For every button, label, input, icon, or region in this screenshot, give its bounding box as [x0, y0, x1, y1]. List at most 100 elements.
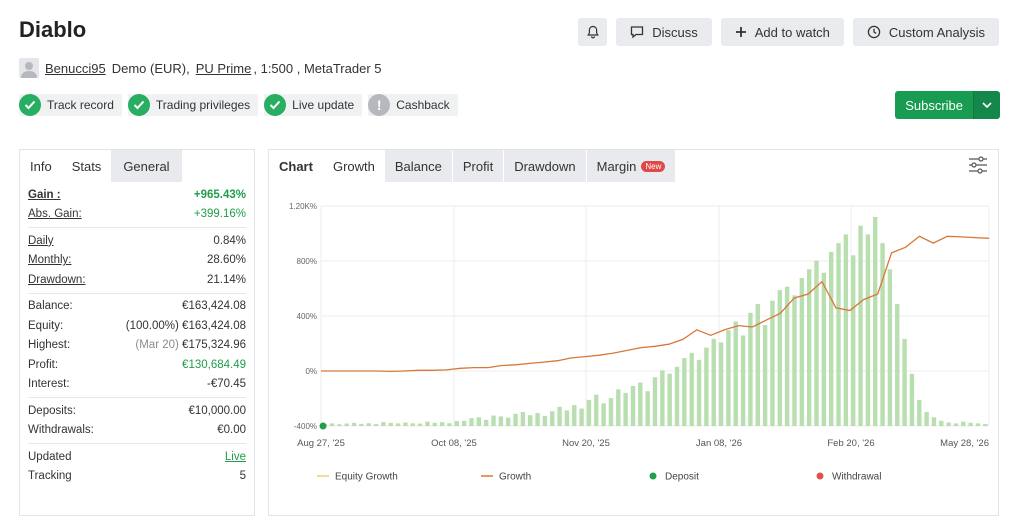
user-icon — [21, 62, 37, 78]
tab-profit[interactable]: Profit — [452, 150, 504, 182]
deposit-marker — [319, 422, 327, 430]
chart-tabs: Chart Growth Balance Profit Drawdown Mar… — [269, 150, 998, 182]
strategy-title: Diablo — [19, 17, 87, 42]
badge-live-update[interactable]: Live update — [264, 94, 363, 116]
stat-value: +399.16% — [193, 208, 246, 221]
add-to-watch-button[interactable]: Add to watch — [720, 18, 844, 46]
broker-link[interactable]: PU Prime — [195, 60, 252, 76]
x-tick-label: Aug 27, '25 — [297, 438, 345, 449]
legend-swatch — [649, 472, 657, 480]
check-icon — [127, 94, 150, 116]
growth-chart[interactable]: 1.20K% 800% 400% 0% -400% Aug 27, '25 Oct 08, … — [269, 182, 998, 515]
tab-stats[interactable]: Stats — [61, 150, 112, 182]
activity-bar — [975, 423, 981, 426]
verification-badges: Track record Trading privileges Live upd… — [19, 94, 458, 116]
tab-chart[interactable]: Chart — [269, 150, 323, 182]
stat-profit: Profit: €130,684.49 — [28, 355, 246, 375]
activity-bar — [381, 422, 386, 426]
stat-value: €163,424.08 — [182, 300, 246, 313]
stat-interest: Interest: -€70.45 — [28, 375, 246, 395]
tab-balance[interactable]: Balance — [384, 150, 452, 182]
badge-label: Trading privileges — [155, 98, 251, 112]
activity-bar — [880, 243, 885, 426]
discuss-label: Discuss — [652, 24, 698, 40]
y-tick-label: 0% — [305, 367, 317, 376]
stat-label[interactable]: Abs. Gain: — [28, 208, 82, 221]
activity-bar — [667, 373, 672, 426]
discuss-button[interactable]: Discuss — [616, 18, 712, 46]
activity-bar — [850, 255, 856, 426]
y-tick-label: -400% — [294, 422, 317, 431]
stat-abs-gain: Abs. Gain: +399.16% — [28, 205, 246, 225]
subscribe-button[interactable]: Subscribe — [895, 91, 973, 119]
activity-bar — [344, 423, 349, 426]
subscribe-dropdown[interactable] — [973, 91, 1000, 119]
owner-link[interactable]: Benucci95 — [45, 60, 106, 76]
badge-label: Track record — [47, 98, 114, 112]
badge-track-record[interactable]: Track record — [19, 94, 122, 116]
activity-bar — [630, 385, 636, 426]
stat-deposits: Deposits: €10,000.00 — [28, 401, 246, 421]
notification-button[interactable] — [578, 18, 608, 46]
activity-bar — [770, 300, 775, 426]
stat-label[interactable]: Monthly: — [28, 254, 72, 267]
activity-bar — [491, 415, 496, 426]
activity-bar — [623, 392, 628, 426]
plus-icon — [735, 27, 746, 37]
tab-drawdown[interactable]: Drawdown — [504, 150, 586, 182]
activity-bar — [843, 234, 849, 426]
activity-bar — [601, 403, 606, 426]
activity-bar — [432, 422, 437, 426]
stat-label[interactable]: Gain : — [28, 188, 61, 201]
stat-label[interactable]: Drawdown: — [28, 273, 86, 286]
activity-bar — [616, 389, 621, 426]
tab-general[interactable]: General — [111, 150, 182, 182]
activity-bar — [931, 417, 937, 426]
activity-bar — [403, 422, 408, 426]
badge-trading-privileges[interactable]: Trading privileges — [127, 94, 259, 116]
activity-bar — [476, 417, 482, 426]
stat-label: Balance: — [28, 300, 73, 313]
badge-label: Live update — [292, 98, 355, 112]
custom-analysis-button[interactable]: Custom Analysis — [852, 18, 999, 46]
activity-bar — [638, 382, 643, 426]
add-to-watch-label: Add to watch — [754, 24, 830, 40]
activity-bar — [461, 420, 467, 426]
tab-info[interactable]: Info — [20, 150, 62, 182]
activity-bar — [887, 269, 893, 426]
activity-bar — [733, 321, 738, 426]
stat-value: €175,324.96 — [182, 339, 246, 352]
activity-bar — [608, 398, 614, 426]
stat-label: Profit: — [28, 358, 59, 371]
y-tick-label: 1.20K% — [289, 202, 317, 211]
tab-growth[interactable]: Growth — [322, 150, 385, 182]
legend-label: Deposit — [665, 472, 699, 483]
stat-tracking: Tracking 5 — [28, 467, 246, 487]
activity-bar — [858, 225, 863, 426]
stat-value: +965.43% — [193, 188, 246, 201]
stat-value[interactable]: Live — [224, 450, 246, 463]
tab-margin[interactable]: Margin New — [586, 150, 676, 182]
badge-cashback[interactable]: ! Cashback — [368, 94, 458, 116]
activity-bar — [828, 251, 834, 426]
stats-panel: Info Stats General Gain : +965.43% Abs. … — [19, 149, 255, 516]
activity-bar — [983, 423, 988, 426]
stat-highest: Highest: (Mar 20) €175,324.96 — [28, 336, 246, 356]
chart-settings-button[interactable] — [968, 156, 988, 177]
activity-bar — [535, 412, 540, 426]
activity-bar — [586, 399, 592, 426]
activity-bar — [755, 304, 760, 426]
legend-label: Withdrawal — [832, 472, 881, 483]
legend-swatch — [816, 472, 824, 480]
activity-bar — [924, 412, 929, 426]
subscribe-control: Subscribe — [895, 91, 1000, 119]
stat-value: 5 — [239, 470, 246, 483]
activity-bar — [777, 290, 782, 426]
sliders-icon — [969, 156, 987, 174]
activity-bar — [762, 324, 768, 426]
activity-bar — [351, 422, 357, 426]
stat-label[interactable]: Daily — [28, 234, 54, 247]
activity-bar — [814, 260, 819, 426]
activity-bar — [366, 423, 371, 426]
activity-bar — [513, 413, 518, 426]
